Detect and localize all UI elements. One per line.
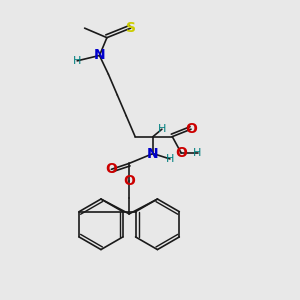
Text: S: S	[126, 21, 136, 35]
Text: N: N	[147, 147, 159, 160]
Text: H: H	[166, 154, 174, 164]
Text: H: H	[194, 148, 202, 158]
Text: H: H	[158, 124, 166, 134]
Text: O: O	[105, 162, 117, 176]
Text: H: H	[73, 56, 81, 66]
Text: O: O	[175, 146, 187, 160]
Text: O: O	[123, 174, 135, 188]
Text: N: N	[94, 49, 105, 62]
Text: O: O	[185, 122, 197, 136]
